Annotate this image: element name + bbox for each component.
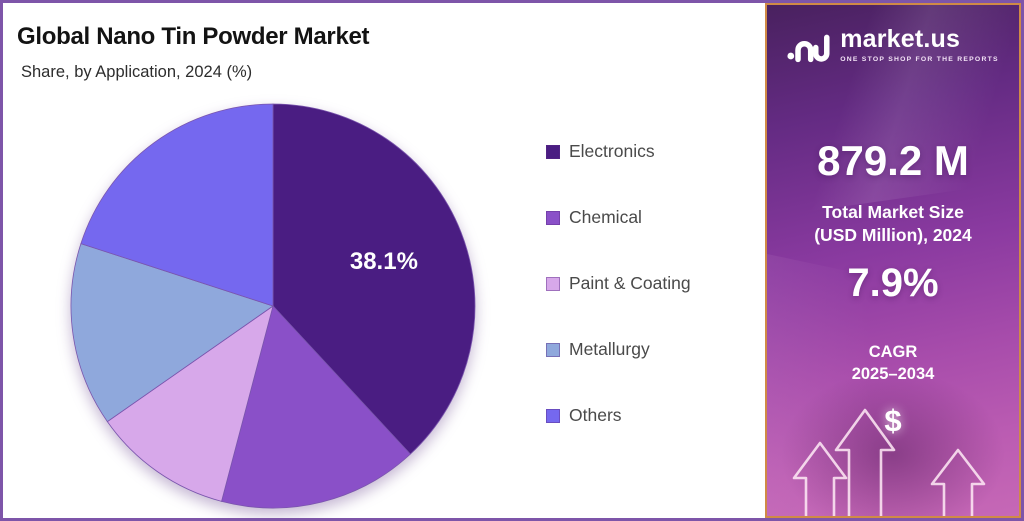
pie-chart: 38.1% xyxy=(70,103,476,509)
legend-label: Others xyxy=(569,405,622,425)
brand-sidebar: market.us ONE STOP SHOP FOR THE REPORTS … xyxy=(765,3,1021,518)
cagr-label-line2: 2025–2034 xyxy=(851,365,935,383)
pie-slice-label: 38.1% xyxy=(350,248,418,275)
market-size-value: 879.2 M xyxy=(817,137,969,184)
legend-item-chemical: Chemical xyxy=(546,207,691,228)
legend-swatch xyxy=(546,342,560,357)
pie-slice-others xyxy=(80,103,274,307)
legend-item-others: Others xyxy=(546,405,691,426)
dollar-icon: $ xyxy=(884,403,902,438)
logo: market.us ONE STOP SHOP FOR THE REPORTS xyxy=(767,25,1019,65)
legend-swatch xyxy=(546,276,560,291)
marketus-logo-icon xyxy=(787,34,830,63)
legend-swatch xyxy=(546,144,560,159)
cagr-label-line1: CAGR xyxy=(868,343,918,361)
chart-panel: Global Nano Tin Powder Market Share, by … xyxy=(3,3,765,518)
legend-label: Metallurgy xyxy=(569,339,650,359)
logo-wordmark: market.us xyxy=(840,25,961,53)
growth-arrows-icon xyxy=(792,408,986,516)
pie-slice-paint-coating xyxy=(106,305,274,502)
page-title: Global Nano Tin Powder Market xyxy=(17,23,370,50)
legend-swatch xyxy=(546,210,560,225)
legend: Electronics Chemical Paint & Coating Metall… xyxy=(546,141,691,426)
pie-slice-electronics xyxy=(272,103,476,455)
pie-slice-chemical xyxy=(221,305,411,509)
market-size-label: Total Market Size (USD Million), 2024 xyxy=(767,201,1019,247)
cagr-value: 7.9% xyxy=(847,261,939,305)
page-subtitle: Share, by Application, 2024 (%) xyxy=(21,63,253,81)
legend-item-metallurgy: Metallurgy xyxy=(546,339,691,360)
pie-slice-metallurgy xyxy=(70,243,274,423)
logo-tagline: ONE STOP SHOP FOR THE REPORTS xyxy=(840,56,999,63)
legend-label: Electronics xyxy=(569,141,655,161)
logo-text-block: market.us ONE STOP SHOP FOR THE REPORTS xyxy=(840,25,999,64)
market-size-label-line1: Total Market Size xyxy=(822,202,964,222)
legend-label: Paint & Coating xyxy=(569,273,691,293)
cagr-label: CAGR 2025–2034 xyxy=(767,341,1019,385)
pie-chart-container: 38.1% xyxy=(66,99,480,513)
legend-label: Chemical xyxy=(569,207,642,227)
legend-swatch xyxy=(546,408,560,423)
market-size-label-line2: (USD Million), 2024 xyxy=(814,225,972,245)
legend-item-electronics: Electronics xyxy=(546,141,691,162)
legend-item-paint-coating: Paint & Coating xyxy=(546,273,691,294)
